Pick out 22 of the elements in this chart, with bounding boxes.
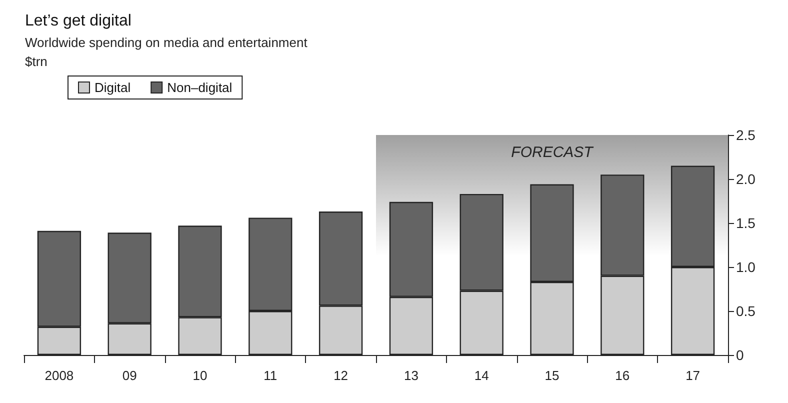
y-tick-label: 1.0 (736, 259, 756, 275)
y-tick-label: 0.5 (736, 303, 756, 319)
x-tick-label: 14 (474, 368, 489, 383)
x-tick-label: 2008 (44, 368, 74, 383)
x-tick-label: 10 (192, 368, 208, 383)
x-tick-label: 09 (122, 368, 137, 383)
band-label: FORECAST (511, 144, 595, 161)
x-tick-label: 11 (264, 368, 278, 383)
x-tick-label: 17 (686, 368, 700, 383)
chart-title: Let’s get digital (25, 12, 132, 30)
chart-subtitle: Worldwide spending on media and entertainment (25, 35, 308, 50)
y-tick-label: 2.0 (736, 171, 756, 187)
x-tick-label: 15 (544, 368, 560, 383)
y-axis-title: $trn (25, 54, 48, 69)
y-tick-label: 1.5 (736, 215, 756, 231)
legend-label: Digital (94, 80, 131, 95)
y-tick-label: 0 (736, 347, 744, 363)
x-tick-label: 13 (404, 368, 418, 383)
x-tick-label: 16 (615, 368, 630, 383)
x-tick-label: 12 (334, 368, 348, 383)
y-tick-label: 2.5 (736, 127, 756, 143)
legend-label: Non–digital (167, 80, 232, 95)
